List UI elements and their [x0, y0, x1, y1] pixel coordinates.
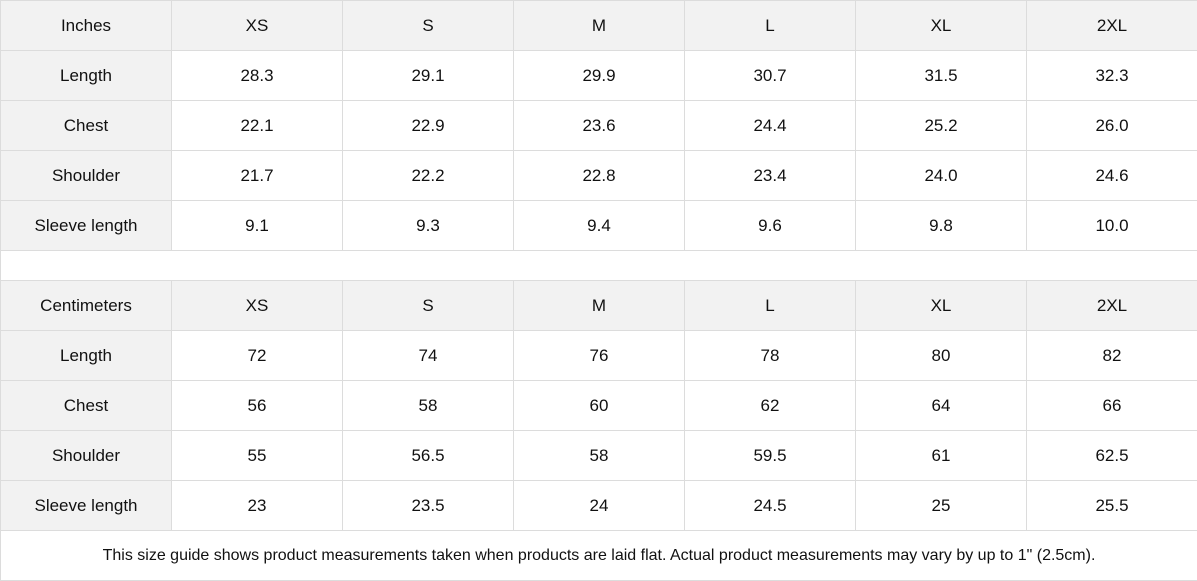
measurement-value: 24 — [514, 481, 685, 531]
measurement-value: 60 — [514, 381, 685, 431]
footnote-row: This size guide shows product measuremen… — [1, 531, 1197, 581]
measurement-value: 64 — [856, 381, 1027, 431]
measurement-value: 82 — [1027, 331, 1197, 381]
measurement-label: Shoulder — [1, 151, 172, 201]
size-header: M — [514, 281, 685, 331]
measurement-value: 24.4 — [685, 101, 856, 151]
measurement-value: 28.3 — [172, 51, 343, 101]
measurement-label: Chest — [1, 381, 172, 431]
measurement-value: 29.1 — [343, 51, 514, 101]
measurement-value: 30.7 — [685, 51, 856, 101]
measurement-value: 24.0 — [856, 151, 1027, 201]
size-header: M — [514, 1, 685, 51]
size-header: XS — [172, 281, 343, 331]
measurement-value: 59.5 — [685, 431, 856, 481]
measurement-label: Length — [1, 51, 172, 101]
measurement-value: 26.0 — [1027, 101, 1197, 151]
measurement-value: 29.9 — [514, 51, 685, 101]
measurement-value: 22.1 — [172, 101, 343, 151]
measurement-value: 25 — [856, 481, 1027, 531]
measurement-value: 10.0 — [1027, 201, 1197, 251]
size-header: L — [685, 1, 856, 51]
measurement-value: 72 — [172, 331, 343, 381]
measurement-value: 24.6 — [1027, 151, 1197, 201]
measurement-value: 55 — [172, 431, 343, 481]
measurement-value: 25.2 — [856, 101, 1027, 151]
measurement-value: 23.6 — [514, 101, 685, 151]
measurement-value: 21.7 — [172, 151, 343, 201]
measurement-label: Shoulder — [1, 431, 172, 481]
measurement-value: 9.8 — [856, 201, 1027, 251]
measurement-value: 62 — [685, 381, 856, 431]
measurement-value: 66 — [1027, 381, 1197, 431]
measurement-value: 74 — [343, 331, 514, 381]
measurement-value: 78 — [685, 331, 856, 381]
spacer — [1, 251, 1197, 281]
size-header: L — [685, 281, 856, 331]
measurement-value: 62.5 — [1027, 431, 1197, 481]
size-header: XL — [856, 1, 1027, 51]
unit-header: Inches — [1, 1, 172, 51]
measurement-value: 25.5 — [1027, 481, 1197, 531]
measurement-value: 58 — [514, 431, 685, 481]
measurement-value: 23 — [172, 481, 343, 531]
measurement-label: Length — [1, 331, 172, 381]
measurement-value: 23.5 — [343, 481, 514, 531]
measurement-value: 58 — [343, 381, 514, 431]
size-header: 2XL — [1027, 281, 1197, 331]
measurement-value: 61 — [856, 431, 1027, 481]
measurement-value: 76 — [514, 331, 685, 381]
size-header: S — [343, 1, 514, 51]
measurement-value: 56 — [172, 381, 343, 431]
measurement-value: 9.3 — [343, 201, 514, 251]
footnote: This size guide shows product measuremen… — [1, 531, 1197, 581]
measurement-value: 32.3 — [1027, 51, 1197, 101]
measurement-value: 22.2 — [343, 151, 514, 201]
size-header: XS — [172, 1, 343, 51]
size-header: 2XL — [1027, 1, 1197, 51]
measurement-value: 23.4 — [685, 151, 856, 201]
measurement-label: Sleeve length — [1, 201, 172, 251]
size-header: S — [343, 281, 514, 331]
measurement-value: 31.5 — [856, 51, 1027, 101]
measurement-value: 9.4 — [514, 201, 685, 251]
measurement-label: Chest — [1, 101, 172, 151]
spacer-row — [1, 251, 1197, 281]
measurement-value: 22.8 — [514, 151, 685, 201]
size-header: XL — [856, 281, 1027, 331]
measurement-value: 56.5 — [343, 431, 514, 481]
measurement-value: 9.1 — [172, 201, 343, 251]
measurement-value: 22.9 — [343, 101, 514, 151]
unit-header: Centimeters — [1, 281, 172, 331]
measurement-value: 9.6 — [685, 201, 856, 251]
measurement-value: 24.5 — [685, 481, 856, 531]
measurement-label: Sleeve length — [1, 481, 172, 531]
measurement-value: 80 — [856, 331, 1027, 381]
